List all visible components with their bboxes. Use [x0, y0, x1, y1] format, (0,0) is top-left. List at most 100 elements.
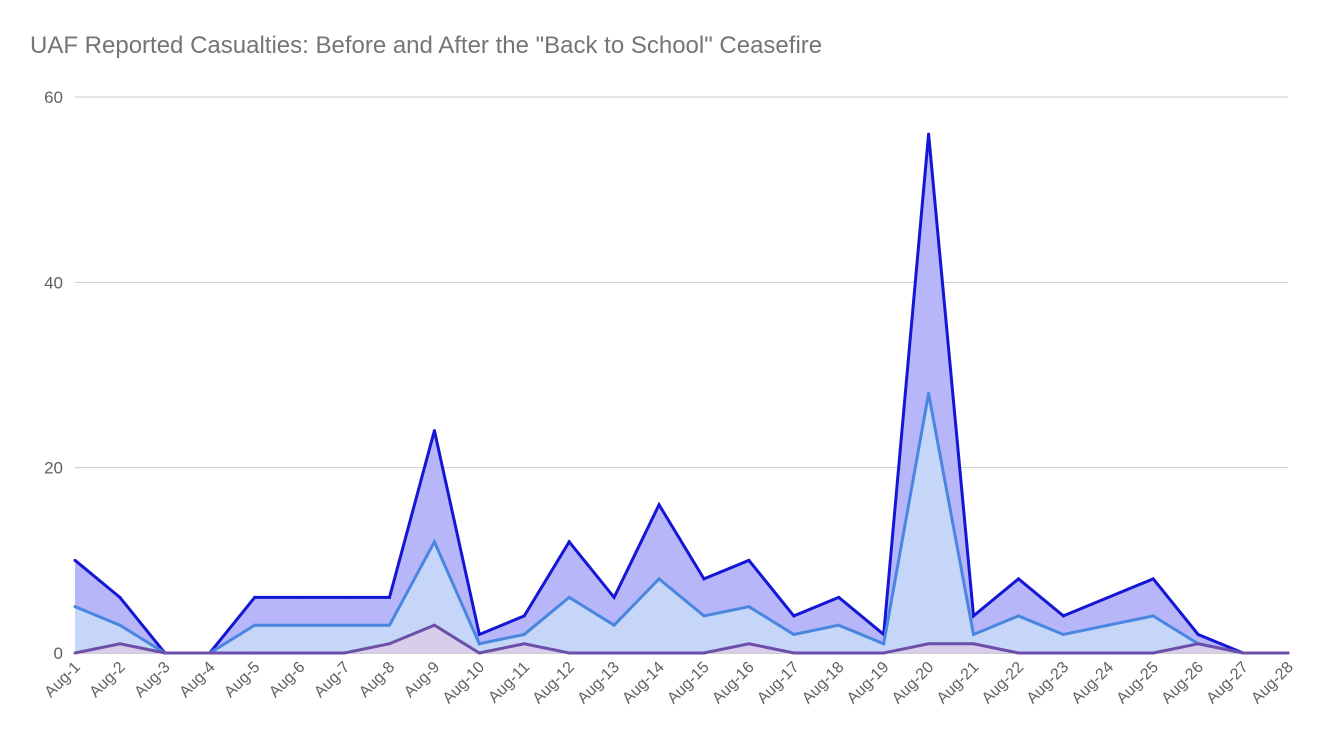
series-1-point — [702, 577, 706, 581]
series-3-point — [567, 651, 571, 655]
series-1-point — [477, 632, 481, 636]
y-tick-label: 20 — [44, 459, 63, 478]
x-tick-label: Aug-21 — [934, 659, 983, 708]
x-tick-label: Aug-1 — [42, 659, 84, 701]
series-2-point — [927, 392, 931, 396]
series-3-point — [253, 651, 257, 655]
series-3-point — [1286, 651, 1290, 655]
series-2-point — [387, 623, 391, 627]
series-line-1 — [74, 133, 1288, 655]
series-2-point — [343, 623, 347, 627]
series-3-point — [432, 623, 436, 627]
series-3-point — [612, 651, 616, 655]
x-tick-label: Aug-20 — [889, 659, 938, 708]
series-1-point — [792, 614, 796, 618]
series-1-point — [1106, 595, 1110, 599]
x-tick-label: Aug-16 — [709, 659, 758, 708]
series-1-point — [747, 558, 751, 562]
series-area-2 — [75, 393, 1288, 653]
y-tick-label: 0 — [54, 644, 63, 663]
series-3-point — [702, 651, 706, 655]
series-3-point — [477, 651, 481, 655]
series-3-point — [792, 651, 796, 655]
series-1-point — [432, 429, 436, 433]
series-3-point — [657, 651, 661, 655]
series-3-point — [522, 642, 526, 646]
series-3-point — [837, 651, 841, 655]
series-3-point — [73, 651, 77, 655]
y-tick-label: 60 — [44, 88, 63, 107]
series-2-point — [612, 623, 616, 627]
series-2-point — [747, 605, 751, 609]
series-2-point — [972, 632, 976, 636]
series-3-point — [972, 642, 976, 646]
series-2-point — [882, 642, 886, 646]
y-axis-ticks: 0 20 40 60 — [44, 88, 63, 663]
series-1-point — [1016, 577, 1020, 581]
series-3-point — [1241, 651, 1245, 655]
series-3-point — [1151, 651, 1155, 655]
series-line-3 — [74, 623, 1288, 655]
series-1-point — [612, 595, 616, 599]
series-3-point — [163, 651, 167, 655]
x-tick-label: Aug-6 — [266, 659, 308, 701]
x-tick-label: Aug-5 — [221, 659, 263, 701]
series-2-point — [837, 623, 841, 627]
x-tick-label: Aug-24 — [1069, 659, 1118, 708]
series-2-point — [298, 623, 302, 627]
series-1-point — [343, 595, 347, 599]
series-2-point — [253, 623, 257, 627]
series-area-1 — [75, 134, 1288, 654]
series-lines — [73, 132, 1290, 655]
series-1-point — [387, 595, 391, 599]
x-tick-label: Aug-7 — [311, 659, 353, 701]
series-1-point — [927, 132, 931, 136]
series-3-point — [118, 642, 122, 646]
series-2-point — [522, 632, 526, 636]
series-3-point — [927, 642, 931, 646]
series-line-2 — [74, 393, 1288, 655]
x-tick-label: Aug-18 — [799, 659, 848, 708]
series-2-point — [792, 632, 796, 636]
series-2-point — [73, 605, 77, 609]
series-2-point — [1061, 632, 1065, 636]
series-1-point — [298, 595, 302, 599]
series-2-point — [1016, 614, 1020, 618]
series-1-point — [73, 558, 77, 562]
x-tick-label: Aug-14 — [619, 659, 668, 708]
x-tick-label: Aug-3 — [131, 659, 173, 701]
x-tick-label: Aug-9 — [401, 659, 443, 701]
series-1-point — [972, 614, 976, 618]
series-1-point — [522, 614, 526, 618]
series-1-point — [1196, 632, 1200, 636]
series-2-point — [432, 540, 436, 544]
x-tick-label: Aug-2 — [87, 659, 129, 701]
series-3-point — [387, 642, 391, 646]
series-2-point — [657, 577, 661, 581]
series-3-point — [298, 651, 302, 655]
x-tick-label: Aug-27 — [1203, 659, 1252, 708]
series-2-point — [1106, 623, 1110, 627]
series-3-point — [1196, 642, 1200, 646]
x-tick-label: Aug-12 — [530, 659, 579, 708]
series-1-point — [1061, 614, 1065, 618]
series-3-point — [1016, 651, 1020, 655]
y-tick-label: 40 — [44, 273, 63, 292]
x-tick-label: Aug-26 — [1158, 659, 1207, 708]
series-2-point — [477, 642, 481, 646]
series-1-point — [253, 595, 257, 599]
x-tick-label: Aug-11 — [485, 659, 533, 707]
series-1-point — [657, 503, 661, 507]
series-2-point — [702, 614, 706, 618]
series-2-point — [1151, 614, 1155, 618]
x-tick-label: Aug-19 — [844, 659, 893, 708]
series-3-point — [882, 651, 886, 655]
series-1-point — [837, 595, 841, 599]
x-tick-label: Aug-10 — [440, 659, 489, 708]
series-3-point — [343, 651, 347, 655]
series-1-point — [567, 540, 571, 544]
x-tick-label: Aug-22 — [979, 659, 1028, 708]
x-tick-label: Aug-17 — [754, 659, 803, 708]
series-2-point — [118, 623, 122, 627]
